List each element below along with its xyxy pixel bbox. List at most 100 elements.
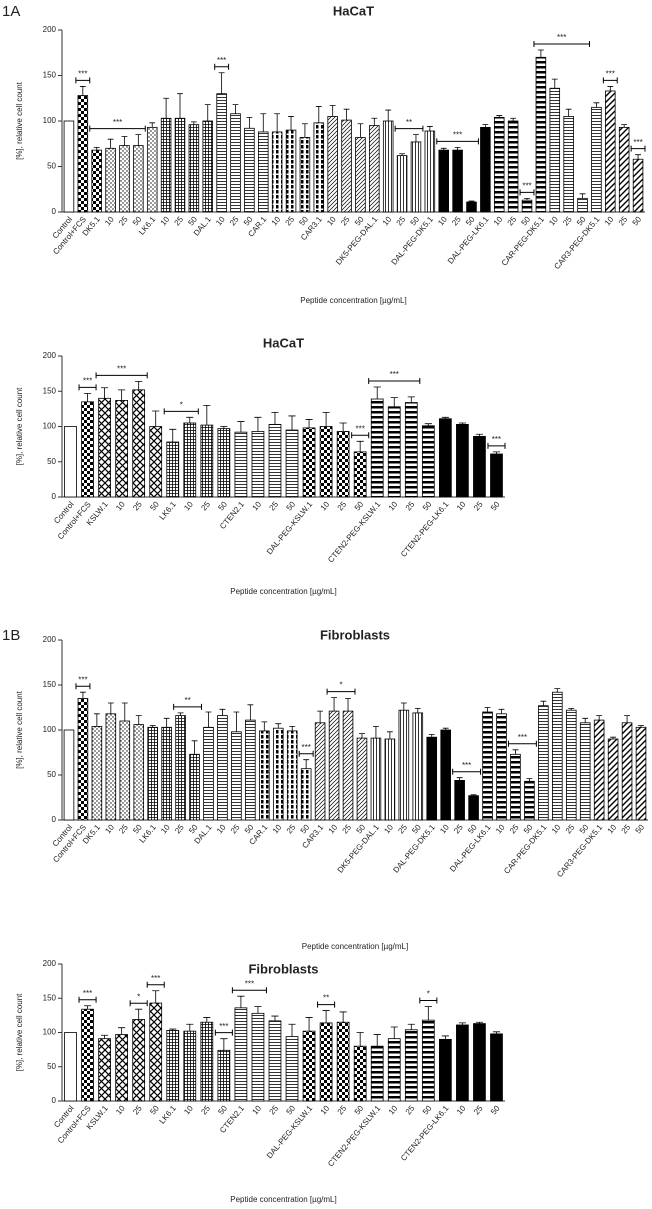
bar [91,149,102,213]
error-bar [274,113,281,132]
error-bar [426,126,433,132]
bar [166,1030,180,1102]
bar [217,428,231,498]
bar [370,1045,384,1102]
x-tick-label: 25 [117,214,130,227]
error-bar [554,688,561,693]
x-tick-label: 10 [327,822,340,835]
bar [480,126,491,213]
significance-bracket [630,145,646,152]
x-tick-label: 10 [381,214,394,227]
error-bar [373,386,381,400]
x-tick-label: 50 [489,1103,502,1116]
error-bar [275,723,282,729]
x-tick-label: 10 [319,1103,332,1116]
bar [493,116,505,213]
bar [456,1024,469,1102]
significance-label: * [180,400,183,409]
bar [369,125,380,213]
error-bar [135,134,142,146]
error-bar [356,440,364,452]
bar [286,730,298,821]
bar [64,1032,77,1102]
x-tick-label: 10 [215,822,228,835]
bar [175,715,186,821]
bar [341,119,352,213]
y-tick-label: 200 [43,959,57,968]
bar [336,431,350,498]
x-tick-label: 10 [159,214,172,227]
bar [387,406,401,498]
x-tick-label: 25 [228,214,241,227]
bar [439,1038,452,1102]
x-axis-label: Peptide concentration [µg/mL] [302,942,408,951]
y-tick-label: 200 [43,635,57,644]
chart-title: Fibroblasts [248,961,318,976]
y-axis-label: [%], relative cell count [15,387,24,466]
error-bar [288,116,294,131]
bar [538,705,549,821]
bar [473,435,486,498]
bar [115,1034,128,1102]
error-bar [371,117,378,126]
bar [115,400,128,498]
significance-bracket [214,63,230,70]
error-bar [271,412,279,425]
y-tick-label: 150 [43,71,57,80]
bar [105,147,116,213]
error-bar [510,117,517,121]
bar [524,780,535,821]
x-tick-label: 25 [620,822,633,835]
error-bar [101,387,109,399]
significance-label: *** [83,376,92,385]
bar [473,1023,486,1102]
significance-label: * [137,992,140,1001]
significance-label: *** [633,138,642,147]
x-tick-label: 25 [199,499,212,512]
y-tick-label: 200 [43,351,57,360]
bar [382,120,394,213]
significance-bracket [78,384,97,391]
error-bar [596,715,603,721]
error-bar [537,49,544,58]
bar [621,722,633,821]
bar [370,398,384,498]
bar [412,712,424,821]
bar [353,451,367,498]
x-tick-label: 25 [268,1103,281,1116]
bar [507,120,519,213]
x-tick-label: 50 [421,1103,434,1116]
error-bar [152,410,160,427]
bar [259,730,270,821]
significance-bracket [95,372,148,379]
error-bar [621,124,628,128]
x-tick-label: 10 [114,1103,127,1116]
x-tick-label: LK6.1 [158,1103,179,1125]
x-tick-label: 50 [285,1103,298,1116]
x-tick-label: 25 [561,214,574,227]
error-bar [288,1023,296,1037]
chart-title: HaCaT [333,3,374,18]
error-bar [169,1028,177,1031]
error-bar [254,1006,262,1014]
x-tick-label: 50 [148,1103,161,1116]
error-bar [219,708,226,716]
bar [490,1033,503,1102]
bar [440,729,451,821]
bar [268,423,282,498]
y-tick-label: 0 [52,207,57,216]
significance-label: *** [78,70,87,79]
error-bar [624,715,631,723]
x-tick-label: 10 [455,1103,468,1116]
bar [593,719,605,821]
x-tick-label: 10 [494,822,507,835]
x-tick-label: 10 [603,214,616,227]
error-bar [271,1015,279,1021]
bar [98,397,111,498]
bar [234,431,248,498]
significance-bracket [436,138,479,145]
error-bar [524,197,530,201]
bar [161,726,172,821]
error-bar [357,123,364,138]
x-tick-label: 10 [250,1103,263,1116]
